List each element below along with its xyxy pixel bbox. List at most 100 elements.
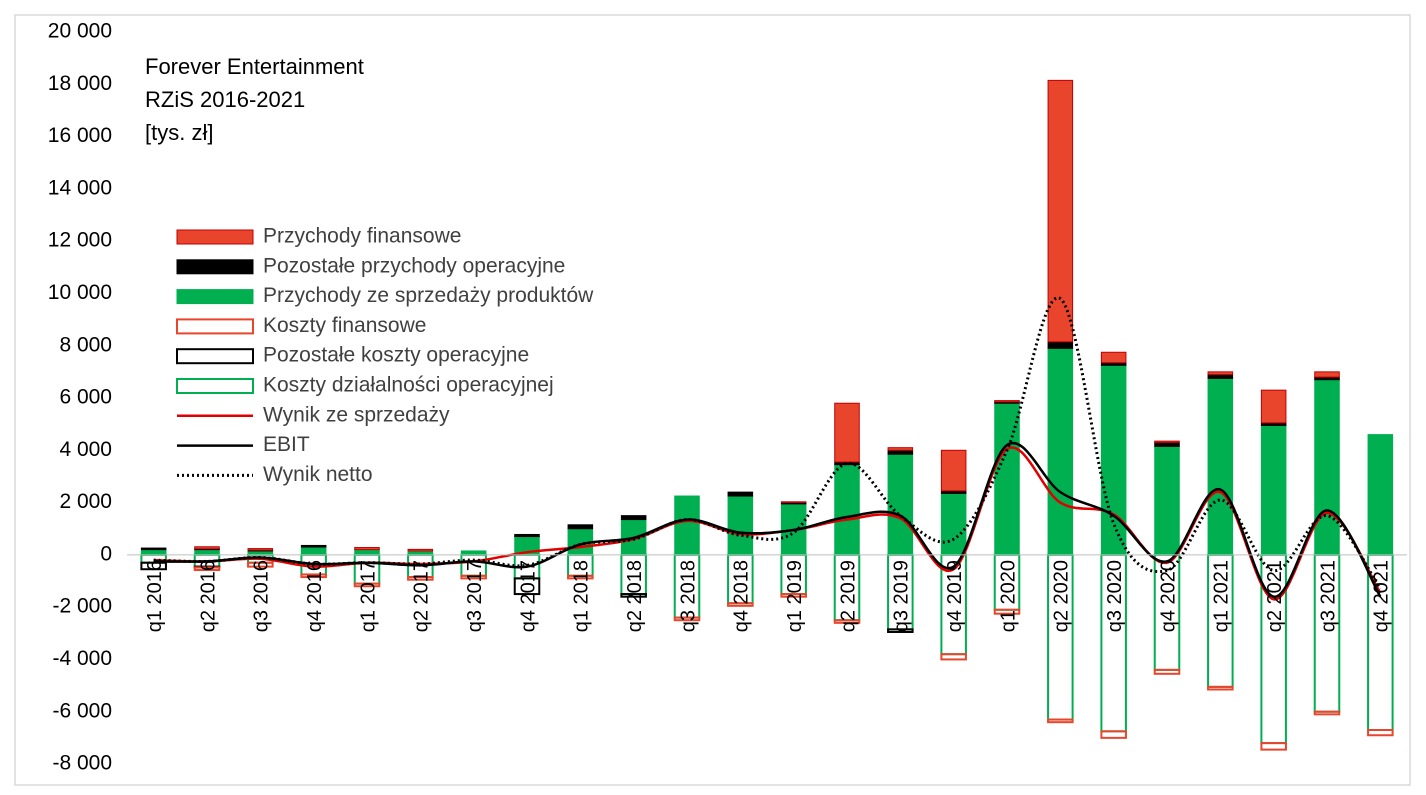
cost-segment <box>1047 718 1074 724</box>
x-tick-label: q3 2020 <box>1104 560 1126 632</box>
bar-segment <box>1314 379 1340 556</box>
bar-segment <box>994 400 1020 403</box>
cost-segment <box>140 561 167 571</box>
lines <box>153 296 1382 601</box>
bar-segment <box>1207 373 1234 379</box>
legend-label: Wynik ze sprzedaży <box>263 403 450 426</box>
y-tick-label: -6 000 <box>52 699 112 722</box>
bar-segment <box>300 544 327 548</box>
x-tick-label: q2 2020 <box>1051 560 1073 632</box>
bar-segment <box>1154 440 1180 443</box>
x-tick-label: q2 2016 <box>197 560 219 632</box>
y-tick-label: -2 000 <box>52 595 112 618</box>
legend-label: Pozostałe koszty operacyjne <box>263 344 529 367</box>
cost-segment <box>673 616 701 622</box>
bar-segment <box>674 495 700 556</box>
x-tick-label: q3 2018 <box>677 560 699 632</box>
x-tick-label: q2 2019 <box>837 560 859 632</box>
chart-title: Forever Entertainment <box>145 54 364 79</box>
cost-segment <box>887 628 914 633</box>
bar-segment <box>940 492 967 556</box>
legend-label: Przychody ze sprzedaży produktów <box>263 284 594 307</box>
cost-segment <box>1153 668 1181 675</box>
cost-segment <box>993 608 1021 615</box>
y-tick-label: 12 000 <box>48 229 112 252</box>
labels: -8 000 -6 000 -4 000 -2 000 0 2 000 4 000 6 000… <box>48 20 1407 775</box>
x-tick-label: q2 2017 <box>411 560 433 632</box>
x-tick-label: q1 2020 <box>997 560 1019 632</box>
legend-swatch <box>176 259 254 275</box>
legend-swatch <box>176 289 254 305</box>
cost-segment <box>460 574 487 580</box>
bar-segment <box>1207 377 1234 556</box>
bar-segment <box>887 449 914 455</box>
x-tick-label: q1 2017 <box>357 560 379 632</box>
bar-segment <box>940 449 967 492</box>
y-tick-label: -8 000 <box>52 752 112 775</box>
cost-segment <box>353 582 381 588</box>
y-tick-label: 0 <box>100 542 112 565</box>
bar-segment <box>354 549 380 556</box>
bar-segment <box>1260 389 1287 424</box>
legend-swatch <box>176 378 254 394</box>
cost-segment <box>1260 742 1287 751</box>
legend-label: Przychody finansowe <box>263 225 461 248</box>
y-tick-label: 6 000 <box>59 386 112 409</box>
cost-segment <box>727 602 754 607</box>
cost-segment <box>620 593 647 598</box>
cost-segment <box>780 593 807 598</box>
chart-title: RZiS 2016-2021 <box>145 87 305 112</box>
bar-segment <box>140 547 167 551</box>
legend-label: EBIT <box>263 433 310 456</box>
x-tick-label: q4 2020 <box>1157 560 1179 632</box>
chart-title: [tys. zł] <box>145 120 213 145</box>
bar-segment <box>887 453 914 556</box>
bar-segment <box>1047 341 1074 349</box>
x-tick-label: q1 2019 <box>784 560 806 632</box>
bar-segment <box>1314 371 1340 378</box>
x-tick-label: q1 2021 <box>1211 560 1233 632</box>
bar-segment <box>887 447 914 451</box>
bar-segment <box>780 501 807 504</box>
cost-segment <box>1313 710 1341 716</box>
bar-segment <box>727 491 754 497</box>
legend-label: Koszty działalności operacyjnej <box>263 374 554 397</box>
x-tick-label: q1 2018 <box>571 560 593 632</box>
cost-segment <box>833 619 861 624</box>
cost-segment <box>1367 729 1394 737</box>
y-tick-label: 4 000 <box>59 438 112 461</box>
bar-segment <box>1154 441 1180 447</box>
x-tick-label: q3 2021 <box>1317 560 1339 632</box>
bar-segment <box>407 550 434 556</box>
y-tick-label: 20 000 <box>48 20 112 43</box>
bar-segment <box>247 548 274 551</box>
y-tick-label: 14 000 <box>48 176 112 199</box>
x-tick-label: q4 2018 <box>731 560 753 632</box>
bar-segment <box>834 402 860 463</box>
cost-segment <box>407 576 434 581</box>
bar-segment <box>1154 445 1180 556</box>
legend-swatch <box>176 318 254 335</box>
bar-segment <box>407 548 434 552</box>
x-tick-label: q4 2016 <box>304 560 326 632</box>
cost-segment <box>567 574 594 580</box>
bar-segment <box>834 464 860 556</box>
bar-segment <box>567 524 594 530</box>
bar-segment <box>460 550 487 556</box>
legend-label: Pozostałe przychody operacyjne <box>263 254 565 277</box>
cost-segment <box>1100 730 1127 739</box>
bar-segment <box>620 515 647 521</box>
x-tick-label: q3 2017 <box>464 560 486 632</box>
cost-segment <box>247 561 274 568</box>
bar-segment <box>194 546 220 550</box>
x-tick-label: q2 2018 <box>624 560 646 632</box>
bar-segment <box>194 549 220 556</box>
legend-swatch <box>176 229 254 245</box>
y-tick-label: 2 000 <box>59 490 112 513</box>
x-tick-label: q2 2021 <box>1264 560 1286 632</box>
bar-segment <box>1260 424 1287 556</box>
legend-swatch <box>176 348 254 365</box>
cost-segment <box>300 573 327 579</box>
title-box <box>130 45 410 155</box>
